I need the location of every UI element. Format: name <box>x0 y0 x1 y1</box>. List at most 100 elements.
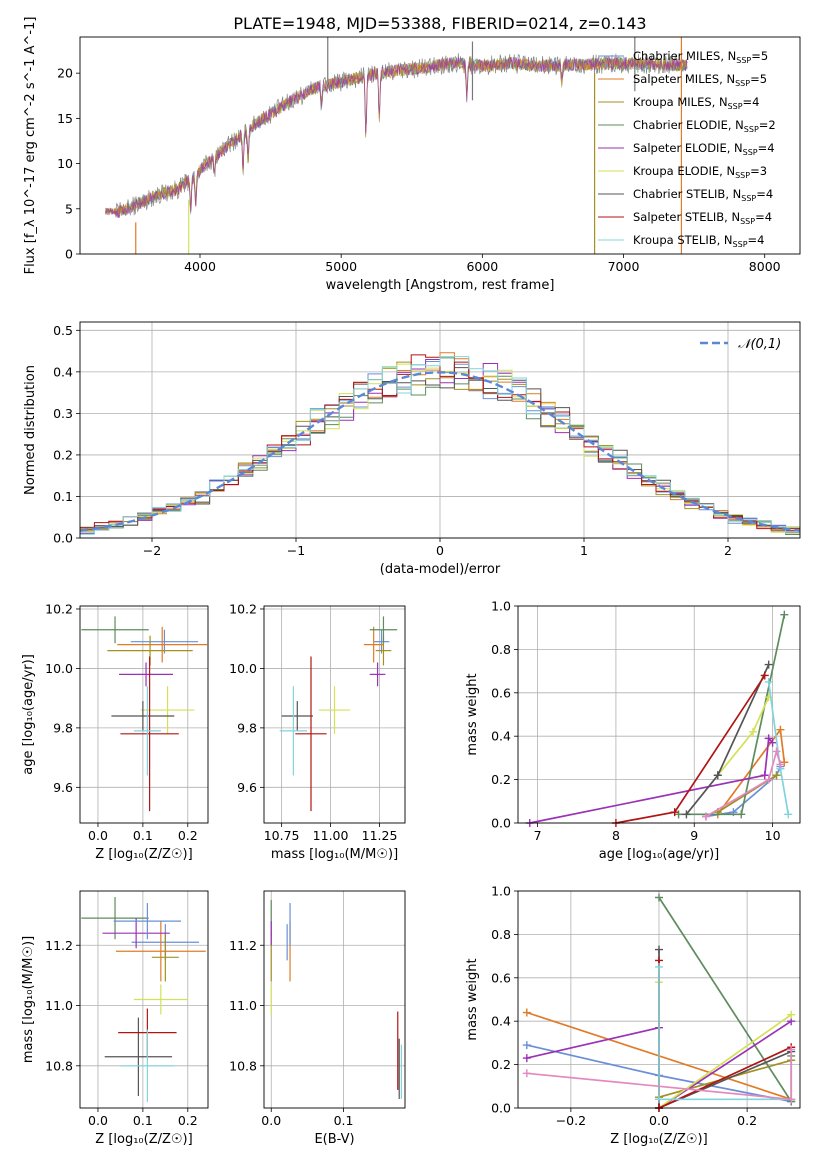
errorbar-point <box>119 662 173 687</box>
gaussian-legend-label: 𝒩(0,1) <box>738 337 781 352</box>
gaussian-curve <box>80 371 800 532</box>
mass-weight-vs-age-series <box>525 610 793 827</box>
x-tick-label: 11.00 <box>313 828 349 843</box>
y-tick-label: 1.0 <box>491 884 511 899</box>
y-tick-label: 0 <box>65 247 73 262</box>
y-tick-label: 9.6 <box>53 780 73 795</box>
mass-weight-marker <box>760 771 769 780</box>
errorbar-point <box>279 686 308 776</box>
spectrum-line <box>105 53 688 216</box>
errorbar-point <box>363 626 384 663</box>
mass-weight-marker <box>522 1008 531 1017</box>
y-tick-label: 11.2 <box>45 938 73 953</box>
y-tick-label: 0.5 <box>53 323 73 338</box>
y-tick-label: 0.4 <box>491 1014 511 1029</box>
mass-weight-marker <box>787 1045 796 1054</box>
x-tick-label: 7 <box>534 828 542 843</box>
mass-weight-vs-Z-xlabel: Z [log₁₀(Z/Z☉)] <box>610 1132 707 1147</box>
legend-label-main: Salpeter STELIB, N <box>633 210 740 224</box>
errorbar-point <box>373 629 390 654</box>
mass-vs-Z-axes: 0.0 0.1 0.2 10.8 11.0 11.2 <box>45 891 208 1128</box>
legend-label: Chabrier ELODIE, NSSP=2 <box>633 118 776 134</box>
mass-vs-EBV-series <box>270 900 402 1099</box>
mass-weight-marker <box>655 962 663 971</box>
mass-weight-marker <box>522 1069 531 1078</box>
mass-weight-vs-Z-frame <box>517 890 801 1109</box>
y-tick-label: 0.6 <box>491 685 511 700</box>
mass-weight-marker <box>776 725 785 734</box>
x-tick-label: −1 <box>287 543 305 558</box>
legend-label-sub: SSP <box>733 240 748 249</box>
spectrum-line <box>105 56 688 217</box>
y-tick-label: 10 <box>57 156 73 171</box>
x-tick-label: 0.2 <box>178 828 198 843</box>
mass-weight-marker <box>768 738 777 747</box>
y-tick-label: 11.0 <box>229 998 257 1013</box>
errorbar-point <box>133 686 161 776</box>
x-tick-label: 7000 <box>608 259 640 274</box>
y-tick-label: 10.2 <box>45 601 73 616</box>
legend-label-suffix: =4 <box>748 233 765 247</box>
legend-label: Kroupa ELODIE, NSSP=3 <box>633 164 767 180</box>
y-tick-label: 10.2 <box>229 601 257 616</box>
legend-label-main: Salpeter MILES, N <box>633 72 735 86</box>
mass-weight-marker <box>787 1095 796 1104</box>
y-tick-label: 11.2 <box>229 938 257 953</box>
mass-vs-Z-xlabel: Z [log₁₀(Z/Z☉)] <box>95 1132 192 1147</box>
mass-weight-marker <box>780 610 789 619</box>
mass-weight-marker <box>737 810 746 819</box>
legend-label: Chabrier STELIB, NSSP=4 <box>633 187 773 203</box>
spectrum-axes: 4000 5000 6000 7000 8000 0 5 10 15 20 <box>57 66 781 274</box>
y-tick-label: 10.8 <box>229 1058 257 1073</box>
x-tick-label: 11.25 <box>362 828 398 843</box>
mass-vs-EBV-axes: 0.0 0.1 10.8 11.0 11.2 <box>229 891 405 1128</box>
spectrum-line <box>105 56 688 219</box>
mass-weight-vs-Z-axes: −0.2 0.0 0.2 0.0 0.2 0.4 0.6 0.8 1.0 <box>491 884 800 1128</box>
mass-weight-marker <box>764 660 773 669</box>
legend-label-suffix: =4 <box>756 187 773 201</box>
mass-weight-marker <box>776 760 785 769</box>
errorbar-point <box>104 1017 173 1096</box>
x-tick-label: 0.1 <box>133 1113 153 1128</box>
mass-weight-vs-age-xlabel: age [log₁₀(age/yr)] <box>599 847 720 862</box>
y-tick-label: 0.0 <box>53 531 73 546</box>
x-tick-label: 0.1 <box>334 1113 354 1128</box>
age-vs-Z-xlabel: Z [log₁₀(Z/Z☉)] <box>95 847 192 862</box>
legend-label-sub: SSP <box>735 171 750 180</box>
legend-label-main: Chabrier STELIB, N <box>633 187 741 201</box>
x-tick-label: 0.1 <box>133 828 153 843</box>
legend-label-sub: SSP <box>740 217 755 226</box>
residuals-xlabel: (data-model)/error <box>380 562 501 577</box>
mass-weight-marker <box>670 808 679 817</box>
errorbar-point <box>117 626 208 663</box>
legend-label-suffix: =4 <box>743 95 760 109</box>
residuals-frame <box>79 321 801 539</box>
errorbar-point <box>113 903 182 940</box>
x-tick-label: 0.0 <box>261 1113 281 1128</box>
residuals-ylabel: Normed distribution <box>23 365 38 495</box>
y-tick-label: 0.8 <box>491 642 511 657</box>
errorbar-point <box>151 933 179 982</box>
spectrum-series <box>105 37 688 254</box>
y-tick-label: 9.8 <box>237 720 257 735</box>
age-vs-mass-xlabel: mass [log₁₀(M/M☉)] <box>271 847 398 862</box>
mass-weight-marker <box>749 727 757 736</box>
mass-weight-marker <box>772 747 781 756</box>
y-tick-label: 0.2 <box>491 1057 511 1072</box>
mass-weight-vs-age-axes: 7 8 9 10 0.0 0.2 0.4 0.6 0.8 1.0 <box>491 599 800 843</box>
x-tick-label: 0.2 <box>737 1113 757 1128</box>
spectrum-line <box>105 56 688 218</box>
mass-weight-line <box>767 681 790 815</box>
errorbar-point <box>295 656 327 812</box>
x-tick-label: 0.0 <box>88 828 108 843</box>
mass-weight-marker <box>655 1095 663 1104</box>
mass-weight-vs-age-ylabel: mass weight <box>465 673 480 755</box>
y-tick-label: 9.8 <box>53 720 73 735</box>
y-tick-label: 0.4 <box>53 364 73 379</box>
residual-hist <box>80 354 800 530</box>
legend-label-main: Chabrier ELODIE, N <box>633 118 744 132</box>
mass-weight-line <box>705 748 782 818</box>
